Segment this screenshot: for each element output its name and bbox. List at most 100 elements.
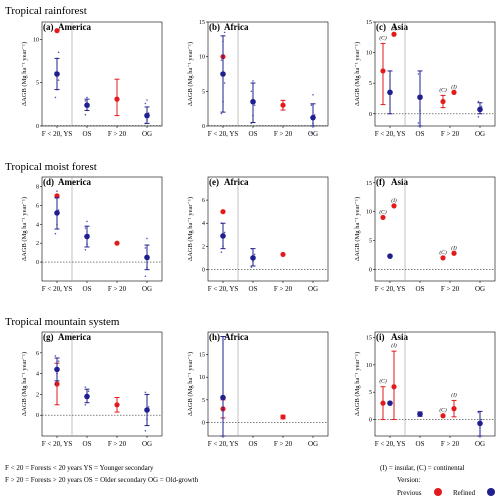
previous-point: [380, 68, 386, 74]
refined-point: [417, 94, 423, 101]
origin-annotation: (C): [379, 34, 387, 41]
panel-label: (b): [209, 22, 220, 32]
refined-point: [54, 366, 60, 373]
previous-point: [440, 98, 446, 105]
refined-observation: [250, 266, 253, 268]
x-tick-label: OS: [249, 285, 258, 293]
refined-point: [477, 420, 483, 427]
previous-point: [391, 31, 397, 37]
previous-point: [280, 102, 286, 108]
refined-observation: [144, 391, 147, 394]
refined-point: [54, 71, 60, 77]
y-tick-label: 2: [202, 244, 205, 250]
x-tick-label: F < 20, YS: [375, 130, 406, 138]
section-title-moist-forest: Tropical moist forest: [5, 161, 97, 173]
refined-observation: [144, 275, 147, 278]
panel-d: (d) America 0 2 4 6 8 F < 20, YS OS F > 20 OG ΔAGB …: [21, 176, 163, 293]
y-tick-label: 0: [202, 267, 205, 273]
y-tick-label: 15: [366, 335, 372, 341]
x-tick-label: OS: [416, 130, 425, 138]
y-tick-label: 0: [202, 124, 205, 130]
x-tick-label: F > 20: [108, 440, 127, 448]
refined-observation: [223, 31, 226, 34]
panel-i: (i) Asia 0 5 10 15 F < 20, YS OS F > 20 OG ΔAGB (M…: [354, 331, 496, 448]
y-axis-label: ΔAGB (Mg ha⁻¹ year⁻¹): [354, 197, 361, 261]
refined-point: [144, 112, 150, 119]
refined-observation: [57, 79, 60, 81]
refined-observation: [480, 105, 483, 108]
x-tick-label: OG: [308, 440, 318, 448]
panel-frame: [207, 21, 329, 127]
x-tick-label: F < 20, YS: [208, 285, 239, 293]
legend-previous-swatch: [434, 488, 442, 496]
previous-point: [440, 413, 446, 419]
y-axis-label: ΔAGB (Mg ha⁻¹ year⁻¹): [21, 197, 28, 261]
x-tick-label: OS: [83, 285, 92, 293]
refined-observation: [84, 227, 87, 229]
refined-point: [477, 106, 483, 113]
previous-point: [380, 400, 386, 406]
section-title-mountain: Tropical mountain system: [5, 316, 120, 328]
x-tick-label: F > 20: [274, 440, 293, 448]
panel-region: America: [58, 177, 91, 187]
y-axis-label: ΔAGB (Mg ha⁻¹ year⁻¹): [21, 352, 28, 416]
refined-observation: [146, 99, 148, 101]
y-axis-label: ΔAGB (Mg ha⁻¹ year⁻¹): [354, 42, 361, 106]
panel-frame: [207, 176, 329, 282]
panel-label: (i): [376, 332, 385, 342]
panel-label: (d): [43, 177, 54, 187]
origin-annotation: (I): [391, 342, 397, 349]
panel-frame: [41, 21, 163, 127]
x-tick-label: OS: [416, 440, 425, 448]
y-tick-label: 5: [369, 81, 372, 87]
refined-observation: [56, 190, 58, 192]
refined-observation: [144, 430, 147, 432]
previous-point: [391, 384, 397, 390]
x-tick-label: OS: [249, 130, 258, 138]
y-tick-label: 5: [369, 390, 372, 396]
x-tick-label: OS: [249, 440, 258, 448]
panel-g: (g) America 0 2 4 6 F < 20, YS OS F > 20 OG ΔAGB (…: [21, 331, 163, 448]
x-tick-label: OG: [142, 130, 152, 138]
panel-label: (e): [209, 177, 219, 187]
previous-point: [440, 255, 446, 261]
y-tick-label: 4: [36, 372, 39, 378]
panel-frame: [41, 331, 163, 437]
panel-e: (e) Africa 0 2 4 6 F < 20, YS OS F > 20 OG ΔAGB (M…: [187, 176, 329, 293]
panels-group: (a) America 0 5 10 F < 20, YS OS F > 20 OG ΔAGB (…: [21, 20, 496, 448]
refined-observation: [84, 404, 87, 406]
previous-point: [220, 209, 226, 215]
y-tick-label: 5: [202, 398, 205, 404]
refined-point: [54, 210, 60, 216]
footer: F < 20 = Forests < 20 years YS = Younger…: [5, 464, 495, 497]
previous-point: [451, 406, 457, 412]
x-tick-label: OG: [308, 285, 318, 293]
x-tick-label: F > 20: [108, 285, 127, 293]
y-tick-label: 6: [36, 351, 39, 357]
panel-h: (h) Africa 0 5 10 15 F < 20, YS OS F > 20 OG ΔAGB …: [187, 331, 329, 448]
x-tick-label: F > 20: [441, 130, 460, 138]
previous-point: [451, 250, 457, 256]
refined-observation: [220, 251, 223, 253]
refined-observation: [86, 96, 88, 99]
y-tick-label: 5: [36, 81, 39, 87]
panel-frame: [41, 176, 163, 282]
x-tick-label: OG: [475, 440, 485, 448]
panel-f: (f) Asia 0 5 10 15 F < 20, YS OS F > 20 OG ΔAGB (M…: [354, 176, 496, 293]
refined-observation: [84, 100, 87, 102]
panel-frame: [374, 21, 496, 127]
y-tick-label: 4: [36, 222, 39, 228]
refined-point: [387, 400, 393, 406]
section-title-rainforest: Tropical rainforest: [5, 5, 87, 17]
refined-point: [84, 393, 90, 400]
x-tick-label: F < 20, YS: [208, 440, 239, 448]
panel-b: (b) Africa 0 5 10 15 F < 20, YS OS F > 20 OG ΔAGB …: [187, 20, 329, 138]
refined-observation: [57, 360, 60, 362]
refined-observation: [223, 82, 226, 84]
previous-point: [114, 96, 120, 102]
refined-point: [220, 71, 226, 77]
x-tick-label: F < 20, YS: [375, 440, 406, 448]
y-tick-label: 8: [36, 184, 39, 190]
previous-point: [114, 402, 120, 408]
previous-point: [114, 240, 120, 246]
